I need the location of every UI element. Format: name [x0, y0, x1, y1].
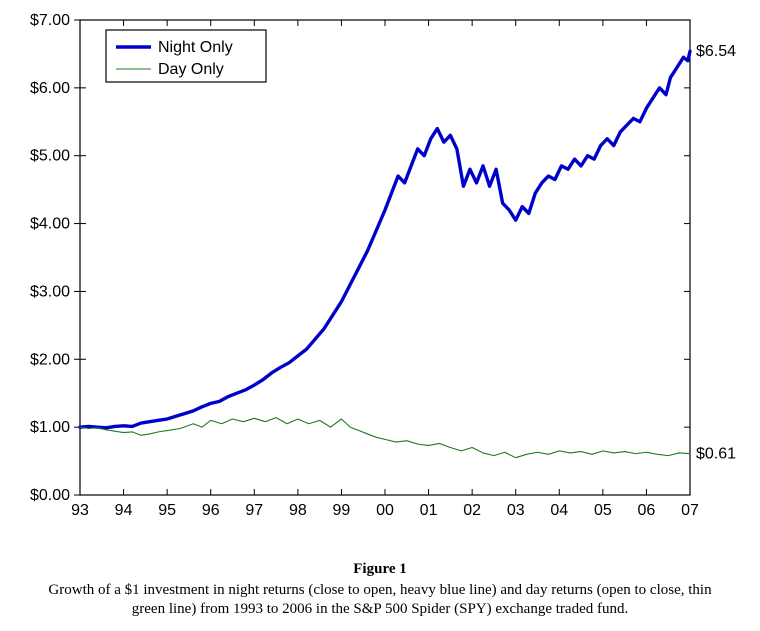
legend-label: Night Only — [158, 39, 233, 56]
growth-chart: $0.00 $1.00 $2.00 $3.00 $4.00 $5.00 $6.00 $7.00… — [0, 0, 760, 540]
x-tick-label: 02 — [463, 502, 481, 519]
y-tick-label: $2.00 — [30, 351, 70, 368]
figure-caption: Figure 1 Growth of a $1 investment in ni… — [30, 560, 730, 618]
x-tick-label: 00 — [376, 502, 394, 519]
x-tick-label: 95 — [158, 502, 176, 519]
figure-title: Figure 1 — [30, 560, 730, 579]
x-tick-label: 03 — [507, 502, 525, 519]
y-tick-label: $1.00 — [30, 419, 70, 436]
legend-label: Day Only — [158, 61, 224, 78]
x-tick-label: 06 — [638, 502, 656, 519]
figure-caption-text: Growth of a $1 investment in night retur… — [48, 582, 711, 617]
y-tick-label: $0.00 — [30, 487, 70, 504]
y-tick-label: $3.00 — [30, 283, 70, 300]
x-tick-label: 99 — [333, 502, 351, 519]
x-tick-label: 98 — [289, 502, 307, 519]
x-tick-label: 01 — [420, 502, 438, 519]
end-label: $6.54 — [696, 43, 736, 60]
x-tick-label: 94 — [115, 502, 133, 519]
x-tick-label: 96 — [202, 502, 220, 519]
x-tick-label: 93 — [71, 502, 89, 519]
y-tick-label: $5.00 — [30, 148, 70, 165]
y-tick-label: $6.00 — [30, 80, 70, 97]
x-tick-label: 05 — [594, 502, 612, 519]
x-tick-label: 04 — [550, 502, 568, 519]
y-tick-label: $4.00 — [30, 216, 70, 233]
y-tick-label: $7.00 — [30, 12, 70, 29]
x-tick-label: 97 — [245, 502, 263, 519]
end-label: $0.61 — [696, 446, 736, 463]
x-tick-label: 07 — [681, 502, 699, 519]
plot-area — [80, 20, 690, 495]
